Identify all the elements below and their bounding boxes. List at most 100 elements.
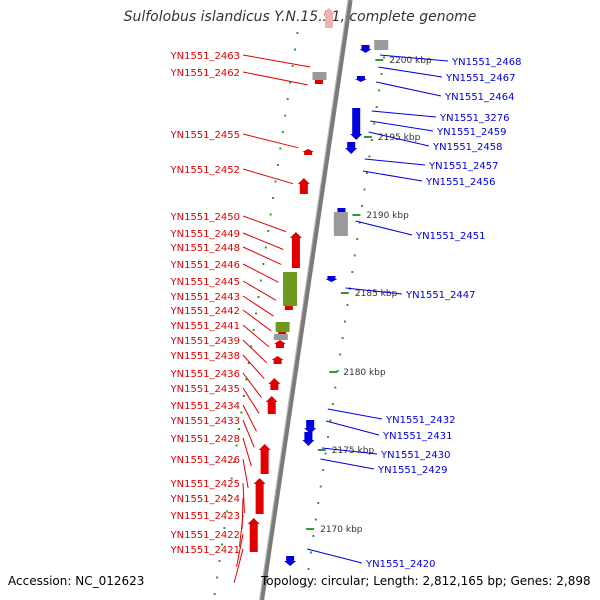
track-dot-right xyxy=(329,419,332,422)
track-dot-left xyxy=(250,345,253,348)
left-gene-label: YN1551_2428 xyxy=(170,434,241,445)
left-leader-line xyxy=(242,168,294,185)
right-leader-line xyxy=(371,110,437,118)
forward-gene-arrow xyxy=(268,378,281,390)
left-gene-label: YN1551_2422 xyxy=(170,530,241,541)
scale-label: 2200 kbp xyxy=(389,56,432,66)
track-dot-right xyxy=(322,469,325,471)
right-gene-label: YN1551_2432 xyxy=(385,415,456,426)
left-gene-label: YN1551_2425 xyxy=(170,479,241,490)
minor-tick-track xyxy=(213,32,388,595)
track-dot-left xyxy=(238,428,240,430)
left-leader-line xyxy=(242,263,279,283)
left-leader-line xyxy=(242,437,252,467)
track-dot-left xyxy=(279,147,282,150)
track-dot-left xyxy=(272,197,275,199)
left-leader-line xyxy=(242,404,257,432)
right-gene-label: YN1551_2459 xyxy=(436,127,507,138)
left-gene-label: YN1551_2424 xyxy=(170,494,241,505)
track-dot-right xyxy=(341,337,344,339)
left-gene-label: YN1551_2423 xyxy=(170,511,241,522)
track-dot-right xyxy=(368,155,371,158)
right-gene-label: YN1551_2431 xyxy=(382,431,453,442)
backbone-highlight xyxy=(259,0,349,600)
forward-gene-arrow xyxy=(265,396,278,414)
track-dot-left xyxy=(296,32,299,34)
track-dot-right xyxy=(319,485,322,488)
left-gene-label: YN1551_2462 xyxy=(170,68,241,79)
left-gene-label: YN1551_2442 xyxy=(170,306,241,317)
right-gene-label: YN1551_2451 xyxy=(415,231,486,242)
track-dot-right xyxy=(378,89,381,92)
reverse-gene-arrow xyxy=(354,76,367,82)
forward-gene-arrow xyxy=(258,444,271,474)
track-dot-right xyxy=(373,122,376,125)
right-gene-label: YN1551_2464 xyxy=(444,92,515,103)
right-leader-line xyxy=(321,447,378,455)
backbone-line xyxy=(259,0,353,600)
right-gene-label: YN1551_2430 xyxy=(380,450,451,461)
left-gene-labels: YN1551_2463 YN1551_2462 YN1551_2455 YN1551_… xyxy=(170,51,311,583)
scale-label: 2195 kbp xyxy=(378,133,421,143)
track-dot-left xyxy=(264,246,267,249)
track-dot-left xyxy=(245,378,248,381)
left-leader-line xyxy=(242,71,308,86)
forward-gene-arrow xyxy=(273,340,286,348)
track-dot-left xyxy=(257,296,260,298)
track-dot-left xyxy=(240,411,243,414)
track-dot-left xyxy=(216,576,219,579)
track-dot-left xyxy=(233,461,236,463)
left-gene-label: YN1551_2448 xyxy=(170,243,241,254)
track-dot-left xyxy=(223,527,226,529)
track-dot-left xyxy=(293,48,296,51)
track-dot-left xyxy=(274,180,277,183)
left-leader-line xyxy=(242,246,282,265)
other-feature-box xyxy=(273,334,288,340)
track-dot-left xyxy=(286,98,289,100)
right-gene-label: YN1551_2458 xyxy=(432,142,503,153)
track-dot-right xyxy=(307,568,310,570)
reverse-gene-arrow xyxy=(359,45,372,53)
track-dot-left xyxy=(291,65,294,67)
forward-gene-arrow xyxy=(253,478,266,514)
right-leader-line xyxy=(370,120,434,132)
other-feature-box xyxy=(374,40,389,50)
right-leader-line xyxy=(307,548,363,564)
right-gene-label: YN1551_3276 xyxy=(439,113,510,124)
track-dot-left xyxy=(228,494,231,496)
track-dot-left xyxy=(276,164,279,166)
left-gene-label: YN1551_2438 xyxy=(170,351,241,362)
track-dot-left xyxy=(269,213,272,216)
right-leader-line xyxy=(327,408,383,420)
right-leader-line xyxy=(368,131,430,147)
track-dot-left xyxy=(289,81,292,84)
track-dot-left xyxy=(225,510,228,513)
left-gene-label: YN1551_2450 xyxy=(170,212,241,223)
map-title: Sulfolobus islandicus Y.N.15.51, complet… xyxy=(123,9,477,25)
track-dot-left xyxy=(262,263,265,265)
reverse-gene-arrow xyxy=(302,432,315,446)
left-leader-line xyxy=(242,309,272,332)
track-dot-right xyxy=(339,353,342,356)
track-dot-left xyxy=(235,444,238,447)
track-dot-left xyxy=(247,362,250,364)
left-gene-label: YN1551_2443 xyxy=(170,292,241,303)
left-leader-line xyxy=(242,419,255,448)
left-gene-label: YN1551_2463 xyxy=(170,51,241,62)
track-dot-right xyxy=(375,106,378,108)
track-dot-left xyxy=(242,395,245,397)
right-leader-line xyxy=(378,66,443,78)
scale-label: 2185 kbp xyxy=(355,289,398,299)
gene-features xyxy=(247,8,389,566)
right-gene-label: YN1551_2457 xyxy=(428,161,499,172)
left-gene-label: YN1551_2445 xyxy=(170,277,241,288)
track-dot-right xyxy=(327,436,329,438)
track-dot-right xyxy=(380,73,383,75)
track-dot-right xyxy=(324,452,327,455)
scale-label: 2170 kbp xyxy=(320,525,363,535)
track-dot-left xyxy=(281,131,284,133)
right-gene-label: YN1551_2420 xyxy=(365,559,436,570)
scale-label: 2190 kbp xyxy=(366,211,409,221)
left-gene-label: YN1551_2433 xyxy=(170,416,241,427)
